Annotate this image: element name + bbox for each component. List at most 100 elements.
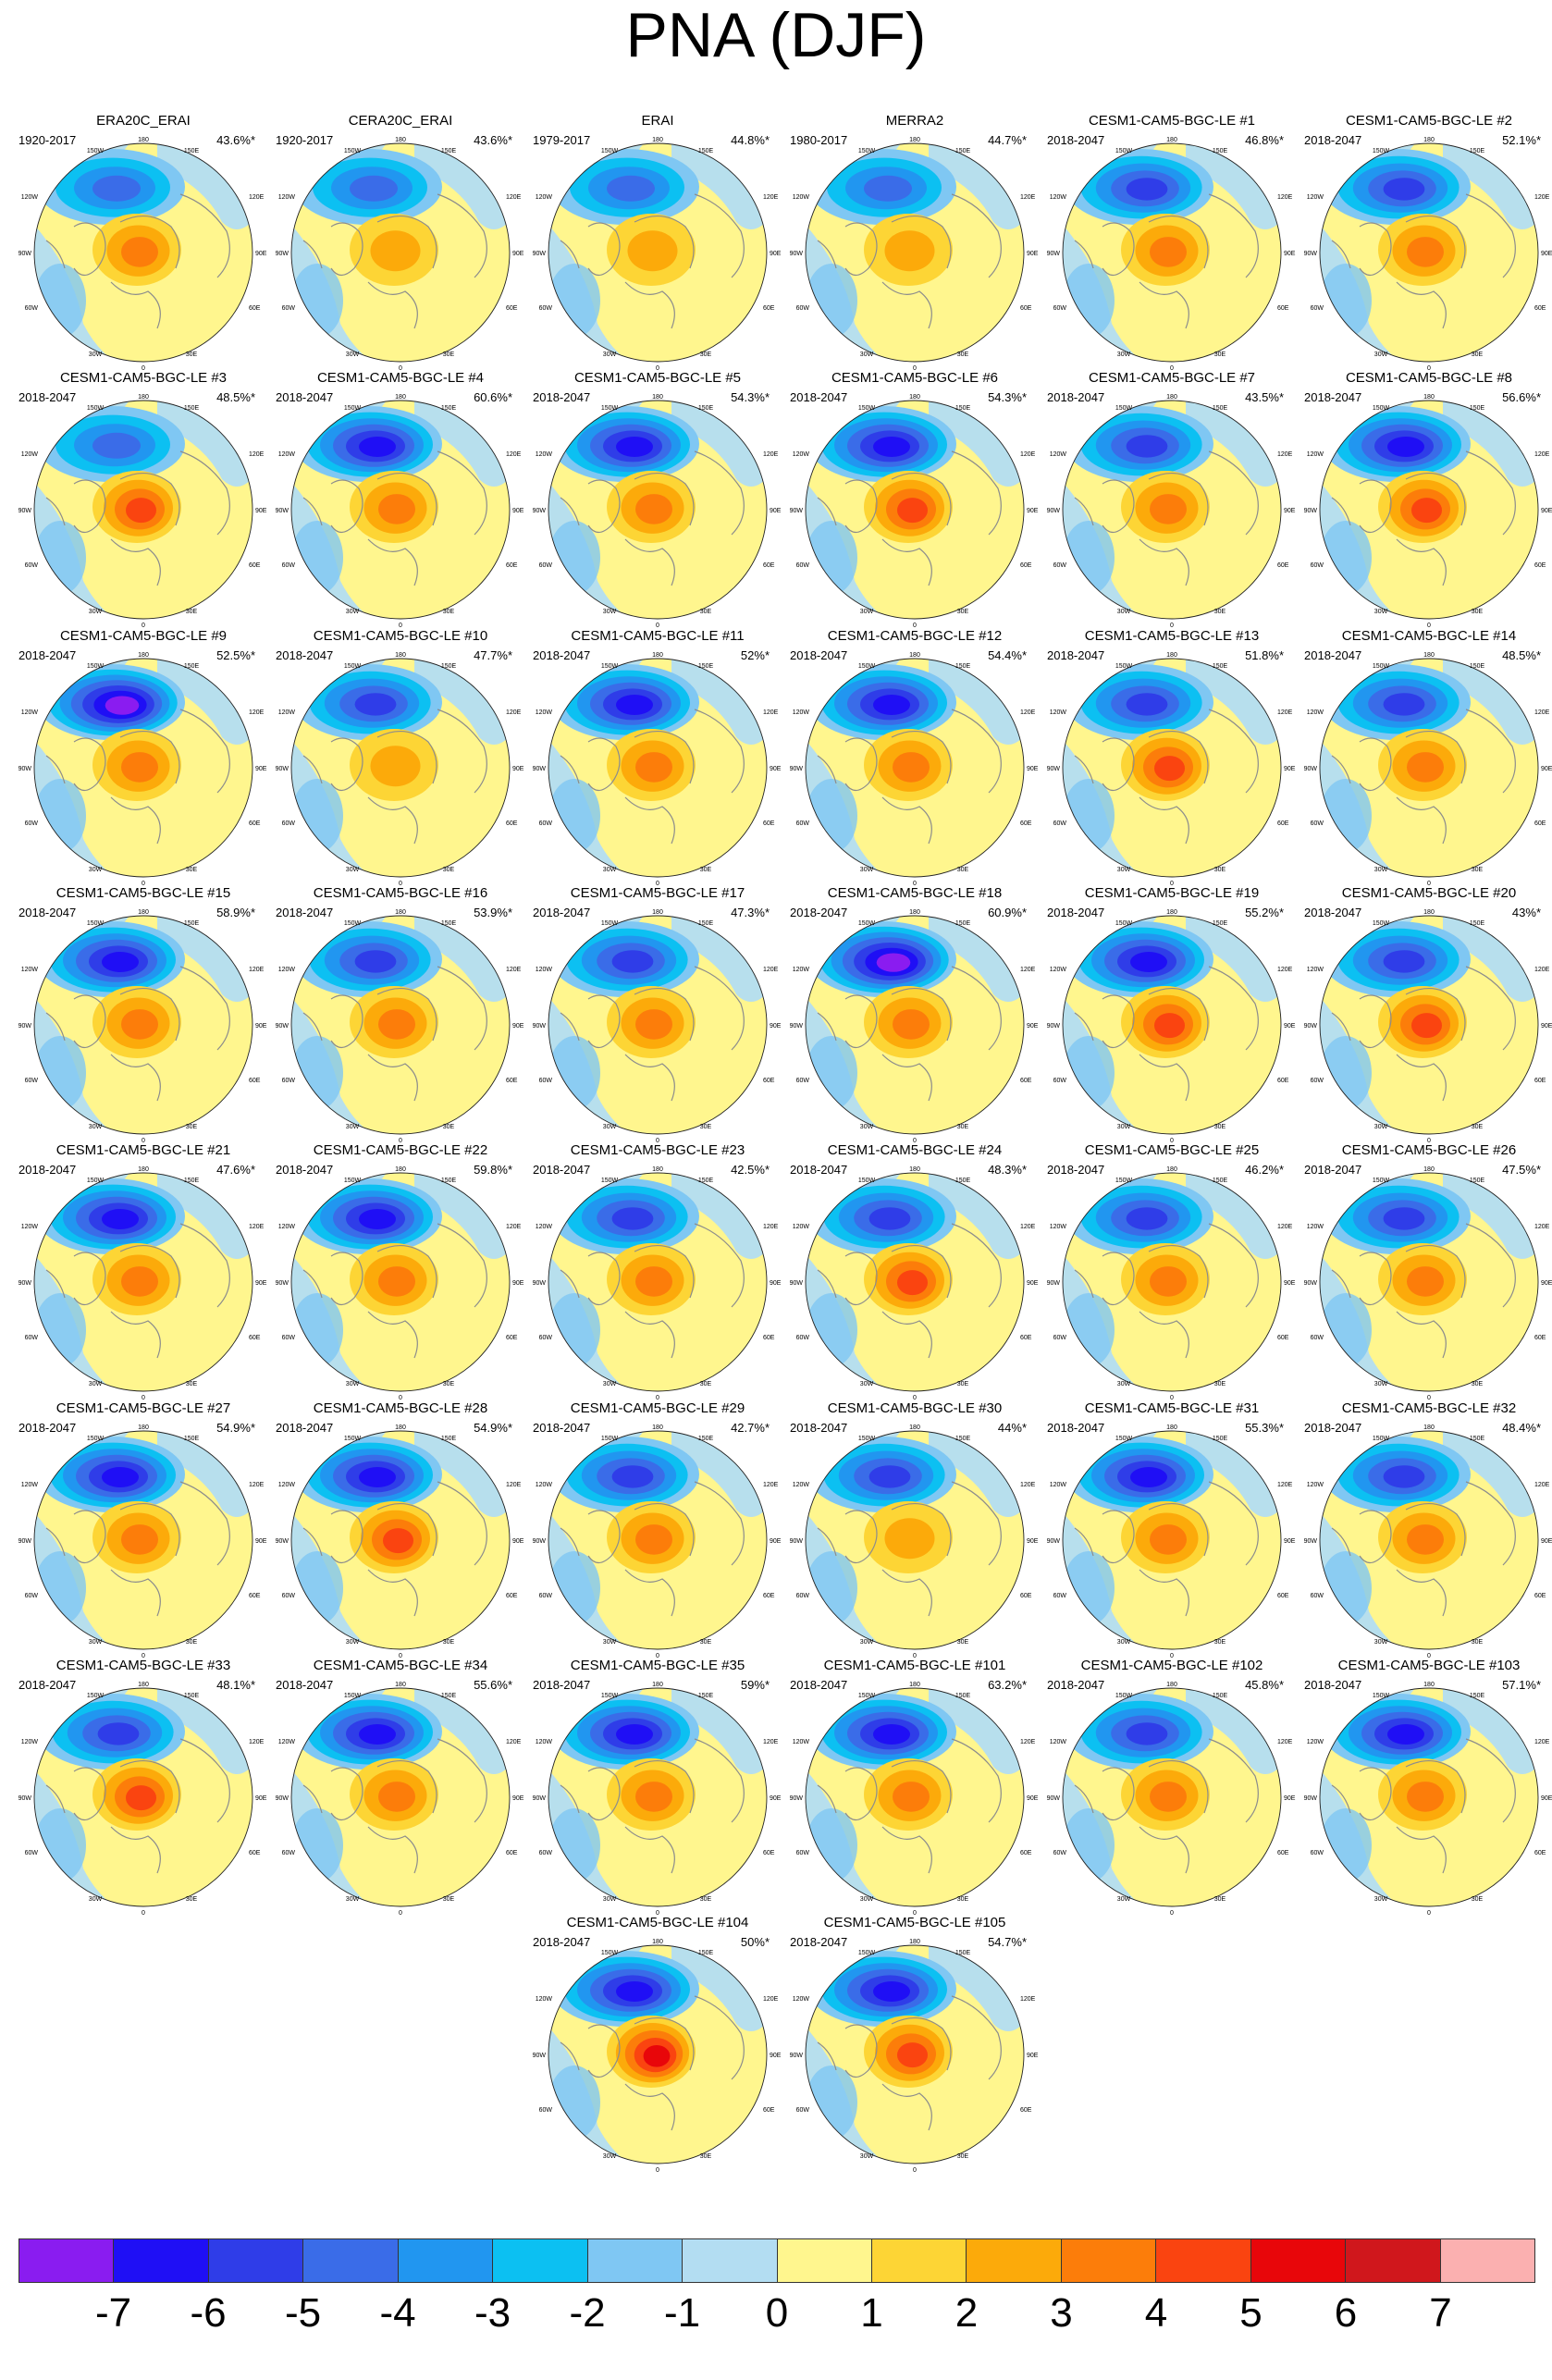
coastline <box>1074 1527 1094 1557</box>
longitude-label: 120E <box>1277 709 1293 716</box>
longitude-label: 150E <box>955 1178 971 1184</box>
positive-anomaly-contour <box>1411 498 1442 524</box>
coastline <box>891 216 952 269</box>
longitude-label: 60E <box>249 1593 261 1599</box>
longitude-label: 60W <box>539 820 553 827</box>
coastline <box>1331 1527 1351 1557</box>
coastline <box>73 737 106 792</box>
coastline <box>376 216 437 269</box>
positive-anomaly-contour <box>635 1009 672 1040</box>
coastline <box>1148 473 1209 526</box>
panel-title: CESM1-CAM5-BGC-LE #7 <box>1088 370 1256 386</box>
longitude-label: 180 <box>1166 1166 1177 1173</box>
coastline <box>302 755 323 784</box>
anomaly-field <box>548 659 767 877</box>
longitude-label: 150E <box>698 148 714 154</box>
map-boundary <box>1319 1687 1539 1907</box>
longitude-label: 90W <box>276 1280 289 1287</box>
coastline <box>1331 240 1351 269</box>
longitude-label: 30E <box>186 1639 198 1646</box>
polar-map: 180 150W 150E 120W 120E 90W 90E 60W 60E 30W 30E 0 <box>1047 137 1296 372</box>
longitude-label: 90W <box>1047 766 1061 772</box>
longitude-label: 120W <box>536 967 553 973</box>
coastline <box>302 1269 323 1299</box>
longitude-label: 30W <box>603 1381 617 1387</box>
coastline <box>330 994 363 1049</box>
panel-title: CESM1-CAM5-BGC-LE #13 <box>1084 628 1260 644</box>
longitude-label: 90E <box>1284 1538 1296 1545</box>
longitude-label: 60W <box>282 305 296 312</box>
polar-map: 180 150W 150E 120W 120E 90W 90E 60W 60E 30W 30E 0 <box>18 1682 267 1917</box>
longitude-label: 120W <box>536 1739 553 1745</box>
longitude-label: 150W <box>858 663 876 670</box>
coastline <box>951 1995 1002 2080</box>
coastline <box>119 473 180 526</box>
panel-period: 2018-2047 <box>1304 133 1362 147</box>
longitude-label: 60E <box>1534 562 1546 569</box>
coastline <box>891 988 952 1042</box>
negative-anomaly-contour <box>359 437 396 457</box>
coastline <box>560 2041 580 2071</box>
coastline <box>891 731 952 784</box>
panel-period: 2018-2047 <box>1304 906 1362 919</box>
polar-map: 180 150W 150E 120W 120E 90W 90E 60W 60E 30W 30E 0 <box>790 1166 1039 1401</box>
coastline <box>1148 1760 1209 1814</box>
longitude-label: 150W <box>87 920 105 927</box>
coastline <box>817 2041 837 2071</box>
longitude-label: 150W <box>87 1178 105 1184</box>
coastline <box>1465 193 1516 278</box>
coastline <box>844 1252 878 1306</box>
panel-variance-explained: 47.6%* <box>216 1163 255 1177</box>
polar-map: 180 150W 150E 120W 120E 90W 90E 60W 60E 30W 30E 0 <box>533 394 782 629</box>
negative-anomaly-contour <box>873 1724 910 1745</box>
positive-anomaly-contour <box>1411 1013 1442 1039</box>
longitude-label: 180 <box>1166 909 1177 916</box>
longitude-label: 90W <box>276 508 289 514</box>
coastline <box>437 193 487 278</box>
longitude-label: 30E <box>700 609 712 615</box>
longitude-label: 120W <box>278 709 296 716</box>
longitude-label: 60E <box>1277 305 1289 312</box>
panel-title: CESM1-CAM5-BGC-LE #102 <box>1080 1658 1263 1673</box>
longitude-label: 30E <box>1472 1639 1484 1646</box>
longitude-label: 0 <box>913 881 917 887</box>
map-panel: CESM1-CAM5-BGC-LE #16 2018-2047 53.9%* 180 1… <box>276 885 525 1151</box>
colorbar-tick-label: -1 <box>663 2290 701 2336</box>
negative-anomaly-contour <box>102 1209 139 1229</box>
longitude-label: 120E <box>1534 1482 1550 1488</box>
panel-title: CESM1-CAM5-BGC-LE #14 <box>1341 628 1517 644</box>
longitude-label: 150E <box>184 1693 200 1699</box>
positive-anomaly-contour <box>378 1009 415 1040</box>
coastline <box>73 1767 106 1821</box>
negative-anomaly-contour <box>92 432 141 459</box>
colorbar-tick-label: 7 <box>1429 2290 1452 2336</box>
coastline <box>45 1012 66 1042</box>
longitude-label: 0 <box>399 1910 402 1917</box>
coastline <box>1331 1784 1351 1814</box>
longitude-label: 180 <box>652 909 663 916</box>
negative-anomaly-contour <box>1126 1722 1168 1745</box>
positive-anomaly-contour <box>121 1009 158 1040</box>
longitude-label: 150W <box>87 663 105 670</box>
longitude-label: 60E <box>249 820 261 827</box>
longitude-label: 60E <box>506 820 518 827</box>
positive-anomaly-contour <box>884 1518 935 1560</box>
longitude-label: 150W <box>87 1436 105 1442</box>
longitude-label: 150E <box>1470 405 1485 412</box>
map-panel: CESM1-CAM5-BGC-LE #8 2018-2047 56.6%* 180 15… <box>1304 370 1552 635</box>
negative-anomaly-contour <box>354 950 397 973</box>
coastline <box>110 281 161 329</box>
coastline <box>1359 737 1392 792</box>
longitude-label: 60W <box>25 305 39 312</box>
longitude-label: 0 <box>1170 1910 1174 1917</box>
longitude-label: 0 <box>656 623 659 629</box>
longitude-label: 120W <box>21 194 39 201</box>
map-panel: CESM1-CAM5-BGC-LE #25 2018-2047 46.2%* 180 1… <box>1047 1142 1297 1408</box>
panel-variance-explained: 45.8%* <box>1245 1678 1284 1692</box>
longitude-label: 90E <box>1284 251 1296 257</box>
coastline <box>110 1054 161 1102</box>
coastline <box>1102 1510 1135 1564</box>
colorbar-tick-label: 5 <box>1239 2290 1263 2336</box>
coastline <box>1396 796 1447 845</box>
panel-title: CESM1-CAM5-BGC-LE #24 <box>827 1142 1003 1158</box>
